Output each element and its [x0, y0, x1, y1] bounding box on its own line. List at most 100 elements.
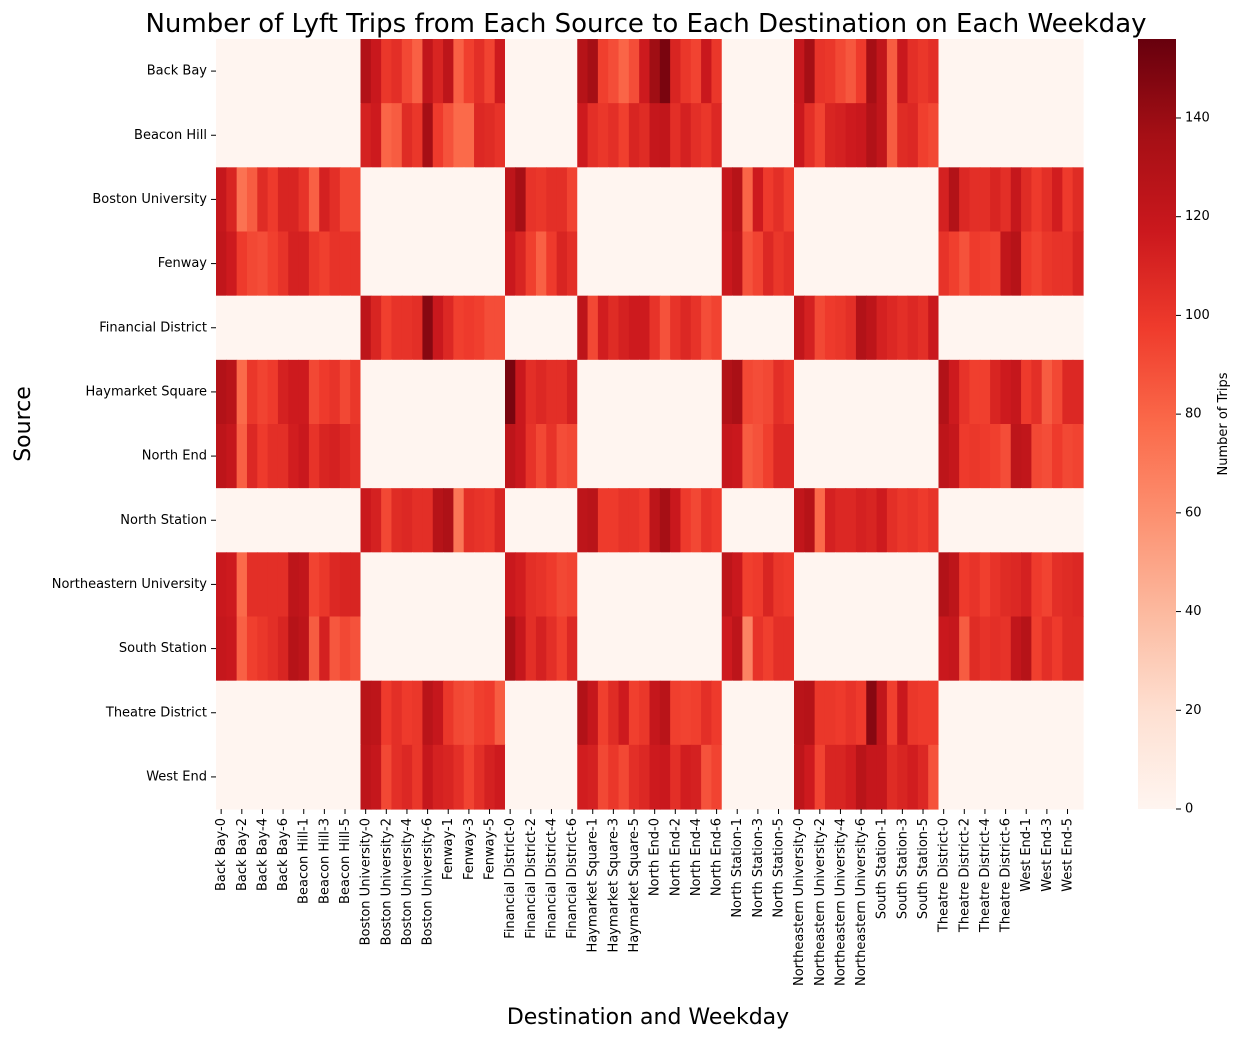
heatmap-cell: [897, 359, 909, 425]
heatmap-cell: [659, 680, 671, 746]
heatmap-cell: [339, 167, 351, 233]
heatmap-cell: [928, 616, 940, 682]
colorbar-title: Number of Trips: [1216, 372, 1231, 475]
heatmap-cell: [597, 231, 609, 297]
heatmap-cell: [618, 103, 630, 168]
heatmap-cell: [897, 231, 909, 297]
heatmap-cell: [453, 39, 465, 104]
heatmap-cell: [814, 616, 826, 682]
heatmap-cell: [535, 552, 547, 618]
heatmap-cell: [948, 680, 960, 746]
heatmap-cell: [257, 680, 269, 746]
y-tick-label: Beacon Hill: [134, 128, 207, 143]
heatmap-cell: [824, 167, 836, 233]
heatmap-cell: [897, 295, 909, 361]
heatmap-cell: [763, 616, 774, 682]
heatmap-cell: [670, 359, 682, 425]
heatmap-cell: [928, 359, 940, 425]
heatmap-cell: [804, 744, 816, 810]
heatmap-cell: [1072, 616, 1084, 682]
heatmap-cell: [226, 167, 238, 233]
heatmap-cell: [701, 680, 713, 746]
heatmap-cell: [236, 103, 248, 168]
heatmap-cell: [226, 231, 238, 297]
heatmap-cell: [907, 359, 919, 425]
heatmap-cell: [546, 680, 558, 746]
heatmap-cell: [928, 744, 940, 810]
heatmap-cell: [360, 680, 372, 746]
heatmap-cell: [1072, 359, 1084, 425]
heatmap-cell: [339, 359, 351, 425]
heatmap-cell: [721, 231, 733, 297]
heatmap-cell: [597, 552, 609, 618]
heatmap-cell: [959, 295, 971, 361]
heatmap-cell: [401, 488, 413, 553]
heatmap-cell: [763, 424, 774, 489]
heatmap-cell: [422, 103, 434, 168]
heatmap-cell: [597, 744, 609, 810]
heatmap-cell: [670, 103, 682, 168]
heatmap-cell: [277, 359, 289, 425]
heatmap-cell: [649, 295, 661, 361]
heatmap-cell: [1031, 616, 1043, 682]
heatmap-cell: [587, 680, 599, 746]
heatmap-cell: [1031, 680, 1043, 746]
heatmap-cell: [876, 39, 888, 104]
heatmap-cell: [556, 39, 568, 104]
heatmap-cell: [370, 680, 382, 746]
heatmap-cell: [587, 552, 599, 618]
heatmap-cell: [370, 167, 382, 233]
heatmap-cell: [381, 103, 393, 168]
heatmap-cell: [474, 616, 485, 682]
heatmap-cell: [732, 488, 743, 553]
heatmap-cell: [257, 424, 269, 489]
heatmap-cell: [246, 552, 258, 618]
heatmap-cell: [381, 744, 393, 810]
heatmap-cell: [886, 424, 898, 489]
heatmap-cell: [701, 103, 713, 168]
heatmap-cell: [628, 488, 640, 553]
heatmap-cell: [948, 359, 960, 425]
heatmap-cell: [236, 231, 248, 297]
heatmap-cell: [866, 359, 878, 425]
heatmap-cell: [566, 552, 578, 618]
heatmap-cell: [959, 103, 971, 168]
heatmap-cell: [876, 359, 888, 425]
heatmap-cell: [267, 103, 279, 168]
heatmap-cell: [845, 424, 857, 489]
heatmap-cell: [659, 744, 671, 810]
heatmap-cell: [639, 744, 651, 810]
heatmap-cell: [257, 39, 269, 104]
heatmap-cell: [649, 552, 661, 618]
heatmap-cell: [979, 231, 991, 297]
heatmap-cell: [938, 39, 950, 104]
x-tick-label: Northeastern University-4: [833, 818, 848, 986]
heatmap-cell: [959, 39, 971, 104]
heatmap-cell: [350, 39, 362, 104]
heatmap-cell: [701, 167, 713, 233]
heatmap-cell: [422, 424, 434, 489]
heatmap-cell: [566, 167, 578, 233]
heatmap-cell: [453, 295, 465, 361]
heatmap-cell: [845, 616, 857, 682]
y-tick-label: Theatre District: [105, 705, 207, 720]
heatmap-cell: [288, 488, 300, 553]
heatmap-cell: [453, 552, 465, 618]
heatmap-cell: [308, 488, 320, 553]
heatmap-cell: [525, 231, 537, 297]
heatmap-cell: [277, 488, 289, 553]
heatmap-cell: [990, 103, 1002, 168]
heatmap-cell: [876, 103, 888, 168]
heatmap-cell: [794, 552, 805, 618]
heatmap-cell: [525, 167, 537, 233]
heatmap-cell: [1062, 39, 1074, 104]
heatmap-cell: [732, 167, 743, 233]
heatmap-cell: [670, 167, 682, 233]
heatmap-cell: [639, 231, 651, 297]
heatmap-cell: [329, 167, 341, 233]
heatmap-cell: [938, 231, 950, 297]
heatmap-cell: [474, 552, 485, 618]
heatmap-cell: [246, 359, 258, 425]
heatmap-cell: [525, 616, 537, 682]
heatmap-cell: [639, 616, 651, 682]
